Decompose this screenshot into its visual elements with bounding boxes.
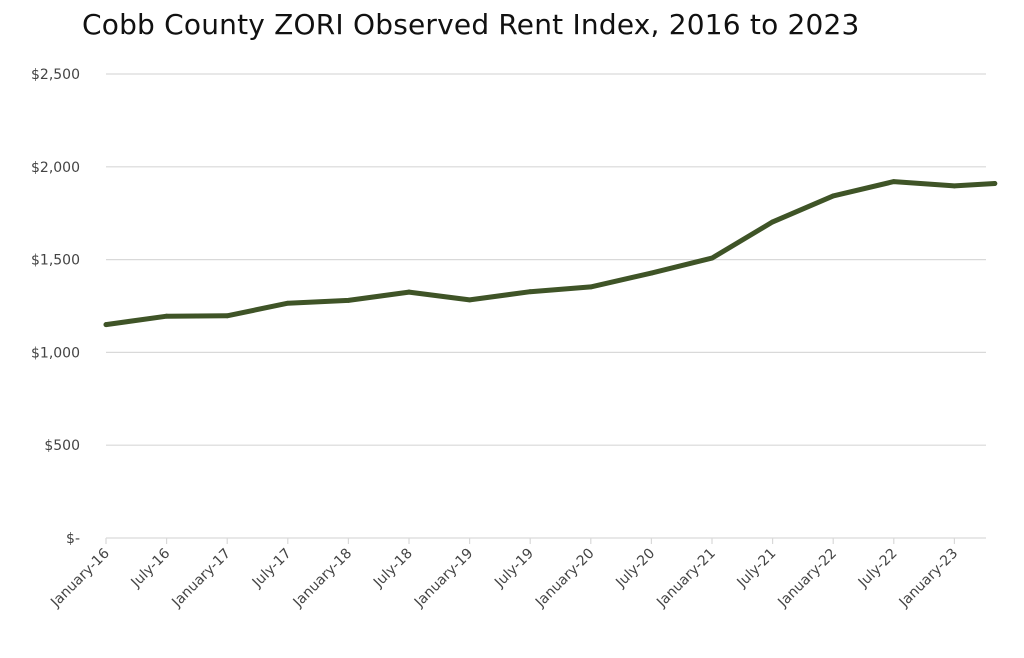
x-tick-label: July-19 xyxy=(491,546,537,592)
y-tick-label: $1,000 xyxy=(31,345,80,361)
x-tick-label: January-20 xyxy=(532,546,598,612)
x-tick-label: January-21 xyxy=(653,546,719,612)
x-tick-label: July-20 xyxy=(612,546,658,592)
y-tick-label: $2,000 xyxy=(31,160,80,176)
data-point xyxy=(830,193,836,199)
data-point xyxy=(103,322,109,327)
data-point xyxy=(588,284,594,290)
data-point xyxy=(527,289,533,295)
data-point xyxy=(164,313,170,319)
x-tick-label: January-23 xyxy=(896,546,962,612)
y-tick-label: $1,500 xyxy=(31,253,80,269)
data-point xyxy=(285,300,291,306)
x-tick-label: January-17 xyxy=(168,546,234,612)
data-point xyxy=(709,255,715,261)
x-tick-label: July-17 xyxy=(249,546,295,592)
x-tick-label: January-19 xyxy=(411,546,477,612)
y-axis-ticks: $- $500 $1,000 $1,500 $2,000 $2,500 xyxy=(31,67,80,547)
data-point xyxy=(224,313,230,319)
x-tick-label: July-21 xyxy=(734,546,780,592)
data-point xyxy=(467,297,472,303)
y-tick-label: $- xyxy=(66,531,80,547)
chart-title: Cobb County ZORI Observed Rent Index, 20… xyxy=(82,8,860,41)
data-point xyxy=(770,219,775,225)
x-tick-label: January-22 xyxy=(774,546,840,612)
y-tick-label: $500 xyxy=(44,438,80,454)
data-point xyxy=(891,179,897,185)
x-tick-label: January-16 xyxy=(47,545,113,611)
series-line xyxy=(103,179,998,328)
data-point xyxy=(406,289,412,295)
x-tick-label: July-22 xyxy=(855,546,901,592)
x-axis xyxy=(105,537,986,544)
data-point xyxy=(952,183,957,189)
data-point xyxy=(649,270,654,276)
x-tick-label: July-18 xyxy=(370,546,416,592)
data-point xyxy=(992,181,998,186)
data-point xyxy=(346,298,351,303)
gridlines xyxy=(106,73,986,446)
x-tick-label: January-18 xyxy=(290,546,356,612)
x-tick-label: July-16 xyxy=(128,545,174,591)
series-layer xyxy=(103,179,998,328)
y-tick-label: $2,500 xyxy=(31,67,80,83)
